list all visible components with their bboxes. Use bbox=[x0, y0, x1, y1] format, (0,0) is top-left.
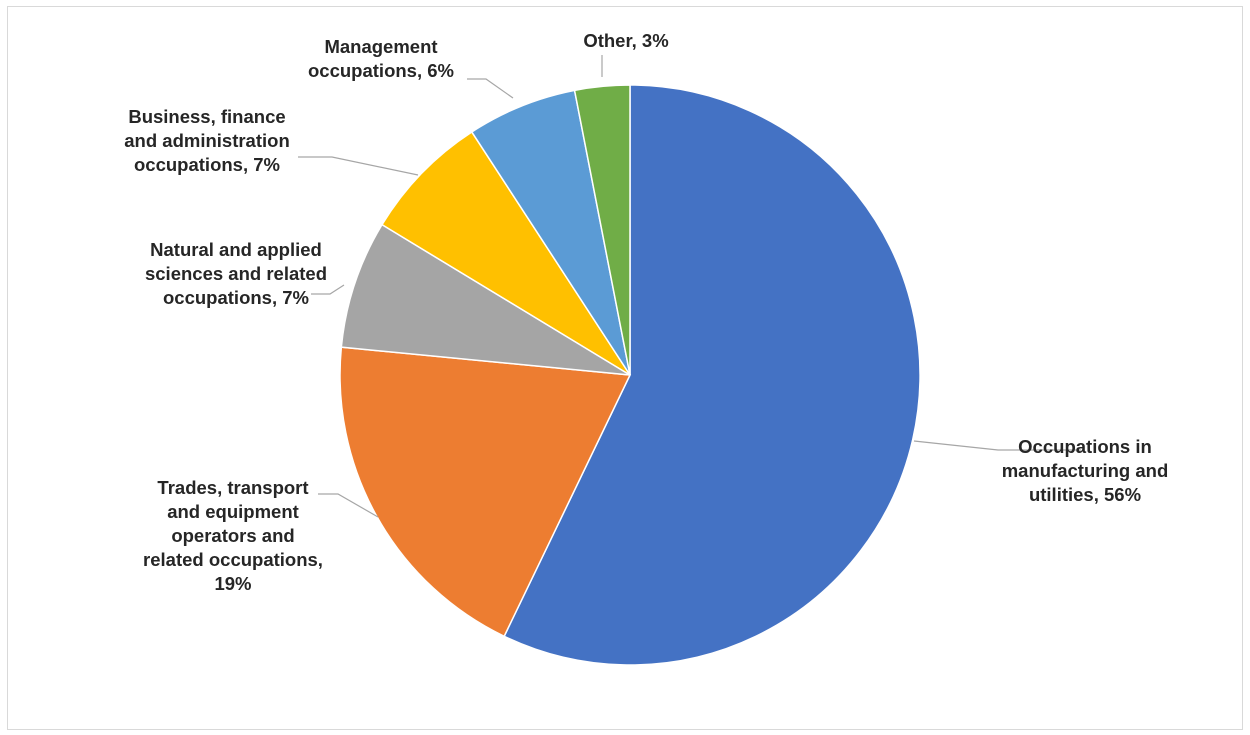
slice-label-line: occupations, 6% bbox=[308, 60, 454, 81]
slice-label-line: operators and bbox=[171, 525, 294, 546]
slice-label-line: related occupations, bbox=[143, 549, 323, 570]
slice-label-line: Natural and applied bbox=[150, 239, 322, 260]
pie-slices bbox=[339, 84, 921, 666]
leader-line-1 bbox=[318, 493, 379, 518]
leader-line-0 bbox=[913, 440, 1081, 451]
slice-label-2: Natural and applied sciences and related o… bbox=[145, 239, 327, 308]
slice-label-line: utilities, 56% bbox=[1029, 484, 1141, 505]
slice-label-line: Other, 3% bbox=[583, 30, 668, 51]
slice-label-line: 19% bbox=[214, 573, 251, 594]
chart-frame: Occupations in manufacturing and utilities… bbox=[7, 6, 1243, 730]
slice-label-0: Occupations in manufacturing and utilities… bbox=[1002, 436, 1169, 505]
slice-label-line: Trades, transport bbox=[157, 477, 308, 498]
pie-slice-2 bbox=[340, 223, 631, 376]
pie-slice-0 bbox=[503, 84, 921, 666]
pie-chart: Occupations in manufacturing and utilities… bbox=[124, 30, 1168, 666]
slice-label-1: Trades, transport and equipment operators … bbox=[143, 477, 323, 594]
slice-label-3: Business, finance and administration occup… bbox=[124, 106, 290, 175]
slice-label-line: manufacturing and bbox=[1002, 460, 1169, 481]
slice-label-line: and administration bbox=[124, 130, 290, 151]
slice-label-line: sciences and related bbox=[145, 263, 327, 284]
leader-line-4 bbox=[467, 78, 514, 99]
slice-label-line: Occupations in bbox=[1018, 436, 1152, 457]
slice-label-4: Management occupations, 6% bbox=[308, 36, 454, 81]
slice-label-line: and equipment bbox=[167, 501, 299, 522]
slice-label-line: Business, finance bbox=[128, 106, 285, 127]
slice-label-5: Other, 3% bbox=[583, 30, 668, 51]
pie-slice-5 bbox=[573, 84, 631, 376]
data-labels: Occupations in manufacturing and utilities… bbox=[124, 30, 1168, 594]
slice-label-line: occupations, 7% bbox=[134, 154, 280, 175]
slice-label-line: occupations, 7% bbox=[163, 287, 309, 308]
leader-line-2 bbox=[311, 284, 345, 295]
leader-line-3 bbox=[298, 156, 419, 176]
slice-label-line: Management bbox=[324, 36, 437, 57]
leader-lines bbox=[298, 55, 1081, 518]
pie-slice-3 bbox=[380, 130, 631, 376]
